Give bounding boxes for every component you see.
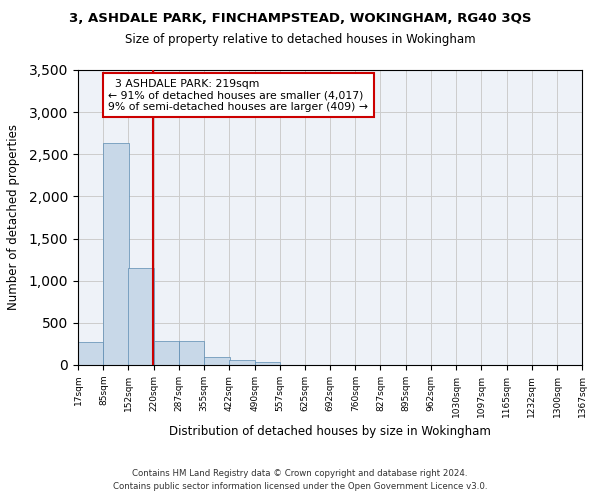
Bar	[128, 268, 154, 365]
Bar	[254, 362, 280, 365]
Text: Contains public sector information licensed under the Open Government Licence v3: Contains public sector information licen…	[113, 482, 487, 491]
Text: 3 ASHDALE PARK: 219sqm
← 91% of detached houses are smaller (4,017)
9% of semi-d: 3 ASHDALE PARK: 219sqm ← 91% of detached…	[108, 79, 368, 112]
Bar	[78, 342, 103, 365]
Y-axis label: Number of detached properties: Number of detached properties	[7, 124, 20, 310]
Bar	[229, 360, 254, 365]
X-axis label: Distribution of detached houses by size in Wokingham: Distribution of detached houses by size …	[169, 425, 491, 438]
Bar	[204, 358, 230, 365]
Text: Size of property relative to detached houses in Wokingham: Size of property relative to detached ho…	[125, 32, 475, 46]
Text: 3, ASHDALE PARK, FINCHAMPSTEAD, WOKINGHAM, RG40 3QS: 3, ASHDALE PARK, FINCHAMPSTEAD, WOKINGHA…	[69, 12, 531, 26]
Bar	[154, 340, 179, 365]
Bar	[103, 144, 129, 365]
Text: Contains HM Land Registry data © Crown copyright and database right 2024.: Contains HM Land Registry data © Crown c…	[132, 468, 468, 477]
Bar	[179, 340, 204, 365]
